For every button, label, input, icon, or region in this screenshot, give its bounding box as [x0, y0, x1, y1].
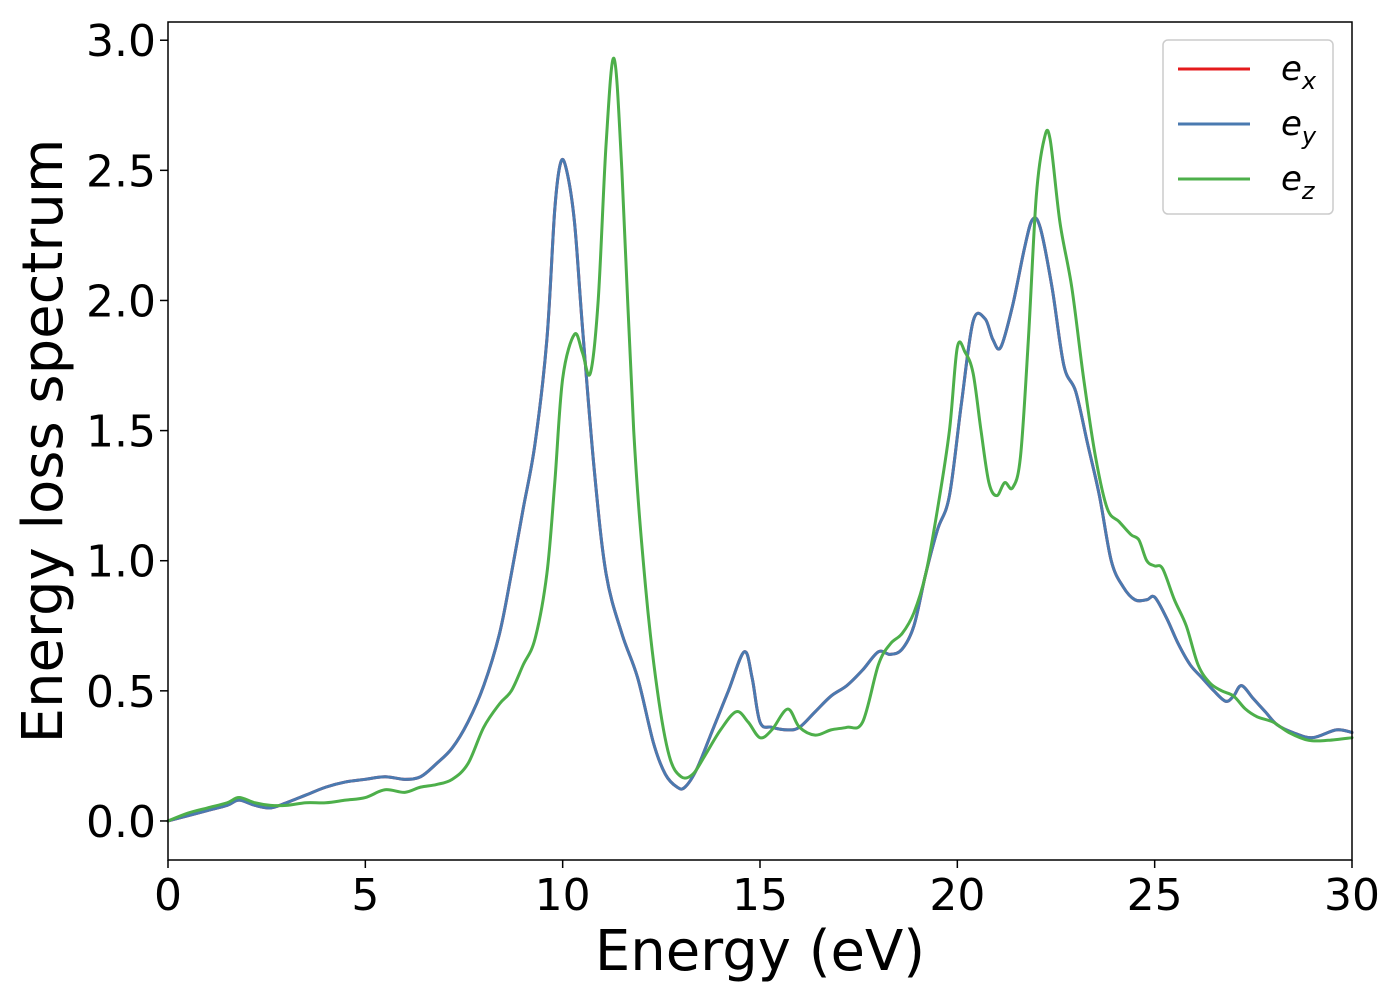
y-tick-label: 1.0	[86, 537, 156, 588]
legend-box	[1162, 39, 1334, 215]
y-tick-label: 2.0	[86, 276, 156, 327]
series-line-ey	[166, 158, 1354, 823]
series-layer	[166, 56, 1354, 823]
x-tick-label: 25	[1127, 870, 1183, 921]
legend-subscript: x	[1301, 67, 1317, 95]
x-tick-label: 30	[1324, 870, 1380, 921]
x-axis-ticks: 0 5 10 15 20 25 30	[154, 860, 1380, 921]
y-tick-label: 1.5	[86, 407, 156, 458]
x-tick-label: 0	[154, 870, 182, 921]
y-tick-label: 2.5	[86, 146, 156, 197]
y-axis-ticks: 0.0 0.5 1.0 1.5 2.0 2.5 3.0	[86, 16, 168, 848]
y-axis-title: Energy loss spectrum	[11, 139, 76, 744]
y-tick-label: 0.5	[86, 667, 156, 718]
x-tick-label: 15	[732, 870, 788, 921]
y-tick-label: 3.0	[86, 16, 156, 67]
x-tick-label: 5	[351, 870, 379, 921]
legend-subscript: z	[1301, 177, 1316, 205]
x-axis-title: Energy (eV)	[595, 919, 925, 984]
x-tick-label: 10	[535, 870, 591, 921]
y-tick-label: 0.0	[86, 797, 156, 848]
legend-subscript: y	[1301, 122, 1317, 150]
legend-label-ez: ez	[1281, 159, 1316, 205]
series-line-ez	[166, 56, 1354, 823]
x-tick-label: 20	[929, 870, 985, 921]
